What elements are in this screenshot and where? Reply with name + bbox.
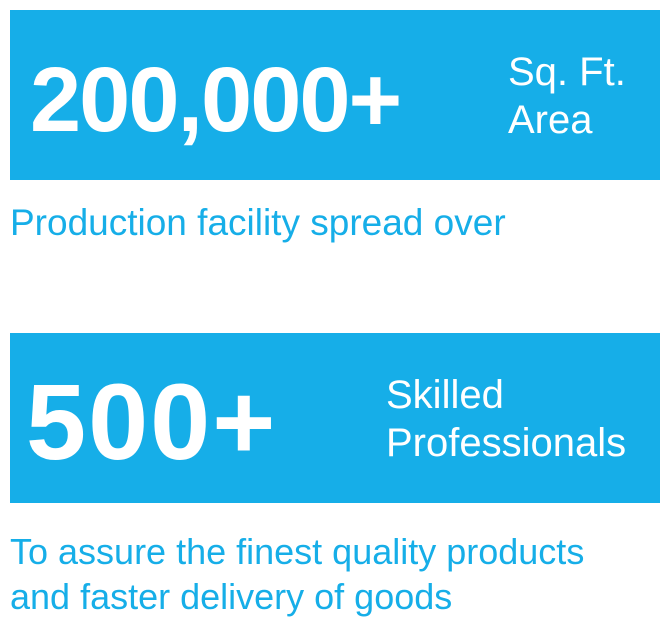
facility-area-unit: Sq. Ft. Area <box>508 48 626 144</box>
facility-area-unit-line1: Sq. Ft. <box>508 50 626 94</box>
professionals-banner: 500+ Skilled Professionals <box>10 333 660 503</box>
facility-area-caption-line1: Production facility spread over <box>10 202 506 243</box>
facility-area-unit-line2: Area <box>508 98 593 142</box>
professionals-unit-line2: Professionals <box>386 421 627 465</box>
professionals-unit-line1: Skilled <box>386 373 504 417</box>
facility-area-number: 200,000+ <box>30 49 402 151</box>
professionals-caption: To assure the finest quality products an… <box>10 530 584 619</box>
professionals-unit: Skilled Professionals <box>386 371 626 467</box>
professionals-caption-line1: To assure the finest quality products <box>10 531 585 572</box>
professionals-caption-line2: and faster delivery of goods <box>10 575 453 617</box>
facility-area-caption: Production facility spread over <box>10 200 506 246</box>
professionals-number: 500+ <box>26 361 278 482</box>
facility-area-banner: 200,000+ Sq. Ft. Area <box>10 10 660 180</box>
